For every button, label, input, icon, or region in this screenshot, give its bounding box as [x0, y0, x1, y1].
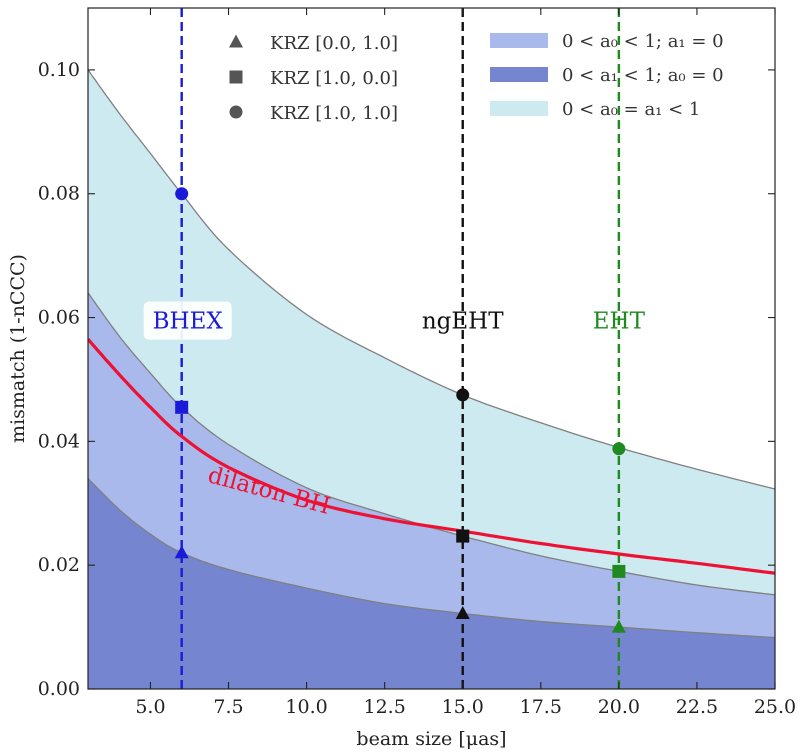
marker-eht-square: [612, 564, 626, 578]
y-tick-label: 0.02: [38, 554, 80, 576]
x-tick-label: 15.0: [442, 696, 484, 718]
band-a0: [88, 292, 775, 638]
x-tick-label: 17.5: [520, 696, 562, 718]
y-tick-label: 0.04: [38, 430, 80, 452]
band-a1: [88, 478, 775, 689]
label-bhex: BHEX: [153, 309, 224, 335]
label-box-bhex: [143, 301, 232, 340]
legend-marker-label: KRZ [1.0, 0.0]: [270, 68, 398, 89]
plot-frame: [87, 7, 776, 690]
dilaton-curve: [88, 338, 775, 575]
x-tick-label: 5.0: [135, 696, 165, 718]
legend-marker-square: [229, 70, 243, 84]
marker-bhex-triangle: [174, 545, 189, 559]
x-tick-label: 7.5: [213, 696, 243, 718]
y-tick-label: 0.10: [38, 59, 80, 81]
marker-bhex-square: [175, 400, 189, 414]
y-axis-label: mismatch (1-nCCC): [7, 254, 29, 443]
legend-band-swatch: [490, 67, 548, 82]
band-a0-equals-a1: [88, 69, 775, 595]
krz-1-0-boundary: [88, 292, 775, 596]
legend-bands: 0 < a₀ < 1; a₁ = 0 0 < a₁ < 1; a₀ = 0 0 < …: [490, 31, 724, 120]
x-tick-label: 20.0: [598, 696, 640, 718]
x-tick-label: 10.0: [285, 696, 327, 718]
marker-ngeht-triangle: [455, 605, 470, 619]
krz-0-1-boundary: [88, 478, 775, 639]
marker-ngeht-square: [456, 529, 470, 543]
legend-band-swatch: [490, 33, 548, 48]
krz-1-1-boundary: [88, 69, 775, 490]
legend-markers: KRZ [0.0, 1.0] KRZ [1.0, 0.0] KRZ [1.0, 1.…: [229, 33, 398, 124]
y-tick-label: 0.00: [38, 678, 80, 700]
legend-band-label: 0 < a₀ = a₁ < 1: [562, 99, 700, 120]
legend-marker-label: KRZ [1.0, 1.0]: [270, 103, 398, 124]
label-eht: EHT: [593, 309, 646, 335]
label-ngeht: ngEHT: [422, 309, 504, 335]
legend-band-label: 0 < a₀ < 1; a₁ = 0: [562, 31, 724, 52]
plot-area: [88, 8, 775, 689]
legend-marker-circle: [229, 105, 243, 119]
y-tick-label: 0.06: [38, 307, 80, 329]
marker-bhex-circle: [175, 187, 189, 201]
legend-band-swatch: [490, 101, 548, 116]
marker-eht-circle: [612, 442, 626, 456]
legend-marker-triangle: [229, 34, 243, 48]
x-tick-label: 25.0: [754, 696, 796, 718]
y-tick-label: 0.08: [38, 183, 80, 205]
legend-band-label: 0 < a₁ < 1; a₀ = 0: [562, 65, 724, 86]
legend-marker-label: KRZ [0.0, 1.0]: [270, 33, 398, 54]
x-tick-label: 22.5: [676, 696, 718, 718]
x-tick-label: 12.5: [364, 696, 406, 718]
marker-eht-triangle: [611, 619, 626, 633]
x-axis-label: beam size [μas]: [356, 728, 506, 750]
marker-ngeht-circle: [456, 388, 470, 402]
